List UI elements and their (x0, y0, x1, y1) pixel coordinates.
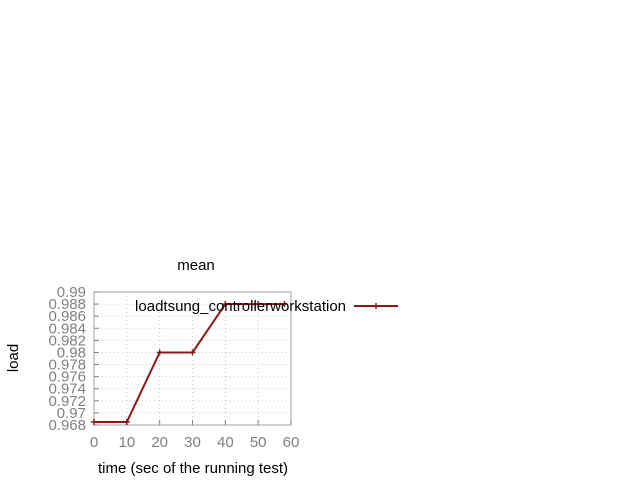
y-axis-ticks: 0.9680.970.9720.9740.9760.9780.980.9820.… (48, 284, 99, 434)
data-point-0-6 (281, 301, 288, 308)
legend-entry-label: loadtsung_controllerworkstation (135, 298, 346, 315)
data-point-0-5 (255, 301, 262, 308)
series-layer (91, 301, 288, 425)
x-axis-ticks: 0 10 20 30 40 50 60 (90, 420, 300, 451)
legend-entry-marker (373, 303, 379, 309)
x-tick-label-3: 30 (184, 434, 201, 451)
y-tick-label-1: 0.97 (57, 405, 86, 422)
y-tick-label-0: 0.968 (48, 417, 86, 434)
x-tick-label-4: 40 (217, 434, 234, 451)
x-tick-label-0: 0 (90, 434, 98, 451)
y-tick-label-11: 0.99 (57, 284, 86, 301)
data-point-0-2 (156, 349, 163, 356)
x-tick-label-2: 20 (151, 434, 168, 451)
data-point-0-3 (189, 349, 196, 356)
y-tick-label-7: 0.982 (48, 332, 86, 349)
legend-marker-plus (373, 303, 379, 309)
y-tick-label-8: 0.984 (48, 320, 86, 337)
chart-title: mean (177, 257, 215, 274)
x-tick-label-1: 10 (118, 434, 135, 451)
legend: loadtsung_controllerworkstation (135, 298, 398, 315)
y-tick-label-2: 0.972 (48, 393, 86, 410)
y-tick-label-5: 0.978 (48, 357, 86, 374)
y-tick-label-9: 0.986 (48, 308, 86, 325)
data-point-0-1 (123, 418, 130, 425)
data-point-0-4 (222, 301, 229, 308)
x-tick-label-6: 60 (283, 434, 300, 451)
x-tick-label-5: 50 (250, 434, 267, 451)
y-tick-label-4: 0.976 (48, 369, 86, 386)
data-point-0-0 (91, 418, 97, 425)
y-tick-label-10: 0.988 (48, 296, 86, 313)
y-tick-label-3: 0.974 (48, 381, 86, 398)
y-axis-label: load (5, 344, 22, 372)
grid (93, 291, 292, 426)
y-tick-label-6: 0.98 (57, 344, 86, 361)
x-axis-label: time (sec of the running test) (98, 460, 288, 477)
